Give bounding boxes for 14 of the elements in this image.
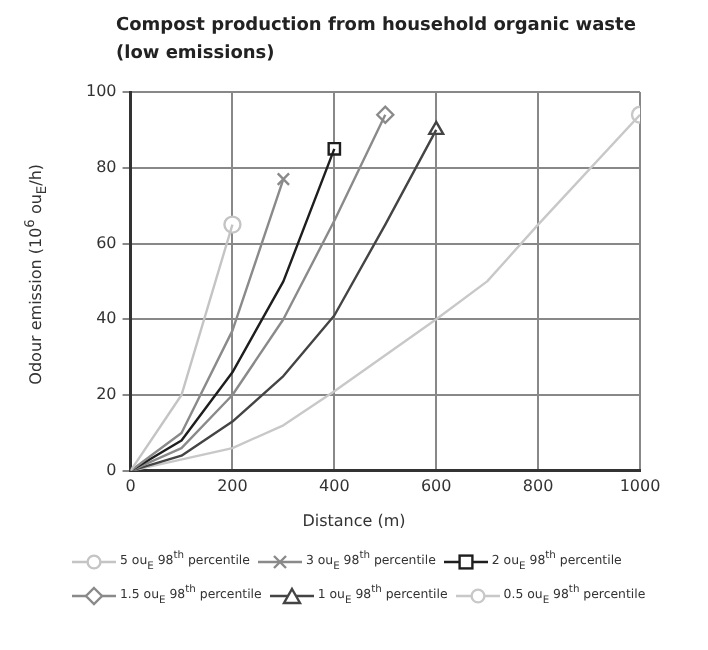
x-tick-label: 600 <box>420 476 452 495</box>
y-tick-label: 20 <box>96 385 117 404</box>
x-tick-label: 400 <box>319 476 350 495</box>
chart-title: Compost production from household organic waste (low emissions) <box>116 14 636 68</box>
x-tick-label: 0 <box>125 476 136 495</box>
x-tick-label: 1000 <box>619 476 661 495</box>
x-tick-label: 200 <box>217 476 248 495</box>
y-tick-label: 80 <box>96 157 117 176</box>
y-tick-label: 60 <box>96 233 117 252</box>
y-tick-label: 0 <box>106 460 117 479</box>
x-tick-label: 800 <box>522 476 554 495</box>
y-tick-label: 40 <box>96 309 117 328</box>
y-tick-label: 100 <box>85 82 117 101</box>
x-axis-title: Distance (m) <box>300 512 408 530</box>
